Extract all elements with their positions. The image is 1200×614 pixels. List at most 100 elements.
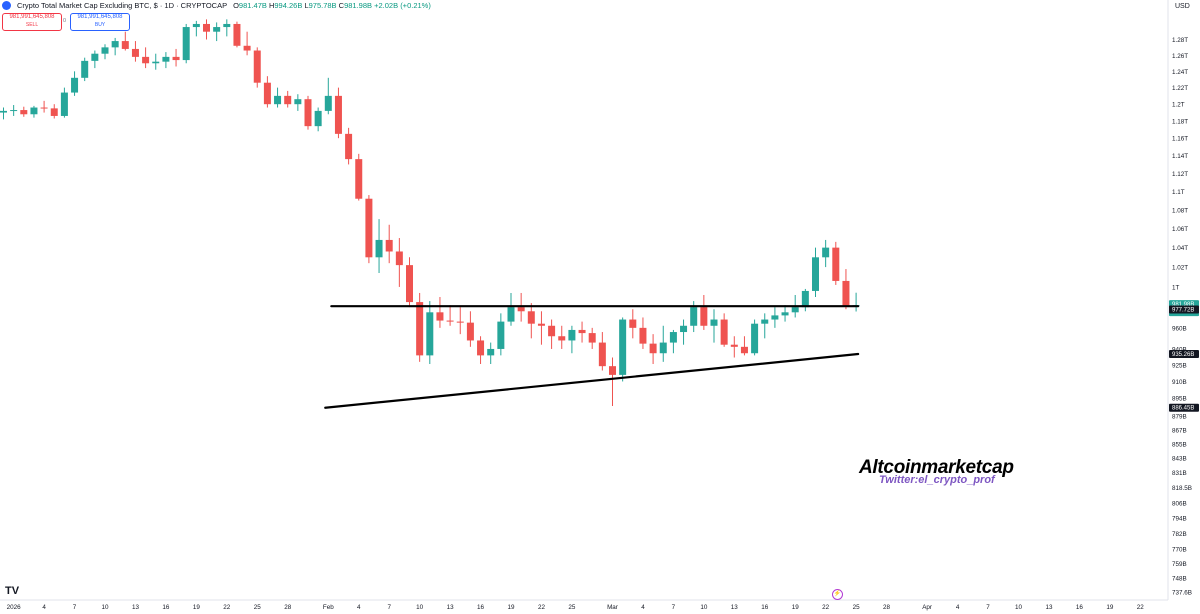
candle-body — [182, 27, 190, 61]
time-axis-label: 4 — [956, 604, 960, 611]
candle — [548, 319, 556, 349]
low-label: L — [304, 1, 309, 10]
price-axis-label: 1.22T — [1172, 85, 1188, 92]
currency-label[interactable]: USD — [1175, 3, 1190, 10]
price-axis[interactable]: 1.28T 1.26T 1.24T 1.22T 1.2T 1.18T 1.16T 1.14T 1… — [1172, 37, 1192, 597]
price-axis-label: 925B — [1172, 363, 1187, 370]
candle-body — [619, 319, 627, 375]
candle-body — [507, 307, 515, 322]
candle-body — [131, 48, 139, 57]
price-axis-label: 1.18T — [1172, 119, 1188, 126]
price-axis-label: 855B — [1172, 441, 1187, 448]
time-axis-label: 10 — [700, 604, 708, 611]
candle-body — [314, 110, 322, 127]
candle — [375, 219, 383, 274]
time-axis-label: 13 — [1045, 604, 1053, 611]
candle — [30, 105, 38, 118]
price-axis-label: 1.14T — [1172, 153, 1188, 160]
candle-body — [71, 77, 79, 93]
candles-layer — [0, 19, 860, 406]
price-axis-label: 1.26T — [1172, 53, 1188, 60]
candle — [111, 37, 119, 56]
candle — [304, 95, 312, 130]
spread-value: 0 — [63, 18, 67, 24]
time-axis-label: 25 — [568, 604, 576, 611]
candle-body — [761, 319, 769, 324]
candle-body — [477, 340, 485, 356]
candle-body — [436, 312, 444, 321]
candle — [203, 19, 210, 40]
candle — [395, 238, 403, 287]
candle — [263, 76, 271, 108]
time-axis-label: 4 — [641, 604, 645, 611]
time-axis[interactable]: 2026 4 7 10 13 16 19 22 25 28 Feb 4 7 10 13 16 19 22 25 Mar… — [7, 604, 1145, 611]
price-badge — [1169, 350, 1199, 359]
candle — [0, 107, 7, 120]
price-badge — [1169, 403, 1199, 412]
candle — [700, 294, 708, 330]
symbol-logo-icon[interactable] — [2, 1, 11, 10]
price-axis-label: 1.06T — [1172, 226, 1188, 233]
price-axis-label: 1T — [1172, 284, 1180, 291]
price-axis-label: 910B — [1172, 379, 1187, 386]
candle — [537, 311, 545, 345]
price-axis-label: 737.6B — [1172, 590, 1192, 597]
candle — [213, 22, 221, 42]
candle-body — [20, 110, 28, 115]
symbol-title[interactable]: Crypto Total Market Cap Excluding BTC, $… — [17, 1, 228, 10]
candle — [822, 239, 830, 268]
buy-button[interactable]: 981,991,645,808 BUY — [70, 13, 130, 31]
candle-body — [537, 323, 545, 326]
candle — [598, 332, 606, 371]
sell-price: 981,991,645,808 — [9, 14, 55, 20]
candle — [162, 52, 170, 69]
time-axis-label: 19 — [1106, 604, 1114, 611]
candle-body — [720, 319, 728, 345]
candle — [578, 321, 586, 343]
trendline-support[interactable] — [324, 352, 860, 409]
candle — [294, 94, 302, 111]
candle — [781, 305, 789, 322]
sell-button[interactable]: 981,991,645,808 SELL — [2, 13, 62, 31]
candle — [771, 307, 779, 328]
candle — [192, 20, 200, 37]
trendlines-layer[interactable] — [324, 305, 860, 409]
candle — [314, 107, 322, 132]
candle-body — [568, 329, 576, 341]
buy-price: 981,991,645,808 — [77, 14, 123, 20]
candle-body — [629, 319, 637, 328]
candle-body — [659, 342, 667, 354]
lightning-icon[interactable]: ⚡ — [832, 589, 843, 600]
candle-body — [243, 45, 251, 51]
candle-body — [822, 247, 830, 258]
time-axis-label: 19 — [792, 604, 800, 611]
candle-body — [842, 280, 850, 306]
candle — [832, 241, 840, 285]
tradingview-logo-icon[interactable]: TV — [5, 585, 20, 597]
time-axis-label: Mar — [607, 604, 618, 611]
candle-body — [588, 333, 596, 343]
candle — [720, 313, 728, 347]
candle-body — [30, 107, 38, 115]
candle-body — [101, 47, 109, 54]
price-axis-label: 895B — [1172, 396, 1187, 403]
time-axis-label: 22 — [822, 604, 830, 611]
time-axis-label: 22 — [223, 604, 231, 611]
candle-body — [710, 319, 718, 326]
time-axis-label: 13 — [132, 604, 140, 611]
candle — [101, 44, 109, 60]
watermark-title: Altcoinmarketcap — [859, 457, 1014, 478]
candle-body — [294, 99, 302, 105]
candle — [649, 334, 657, 364]
candle — [385, 224, 393, 264]
price-axis-label: 1.12T — [1172, 171, 1188, 178]
candle — [233, 21, 241, 48]
time-axis-label: 22 — [1137, 604, 1145, 611]
candle-body — [375, 239, 383, 258]
candle — [588, 327, 596, 349]
time-axis-label: 16 — [162, 604, 170, 611]
candle-body — [487, 348, 495, 356]
candle-body — [751, 323, 759, 354]
candle-body — [345, 133, 353, 160]
